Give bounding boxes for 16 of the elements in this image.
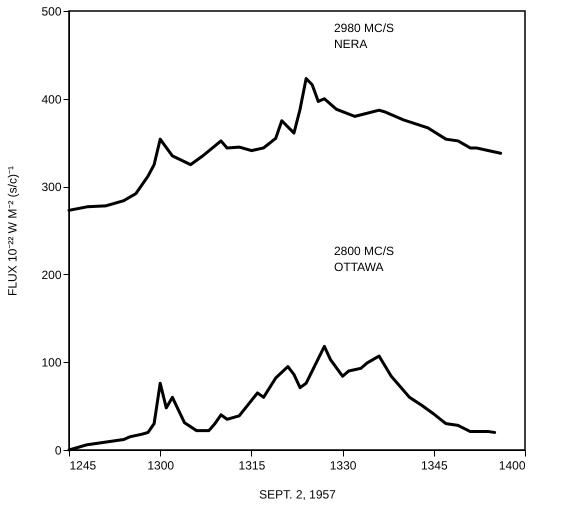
x-tick-label: 1245 [70,458,97,472]
x-tick-label: 1400 [498,458,526,472]
y-tick-label: 300 [41,180,62,194]
y-tick-label: 400 [41,92,62,106]
x-tick-label: 1345 [420,458,448,472]
y-tick-label: 200 [41,268,62,282]
y-tick-label: 0 [54,444,62,458]
x-tick-label: 1315 [238,458,266,472]
annotation: 2980 MC/S NERA [334,21,394,51]
y-tick-label: 500 [41,4,62,18]
x-tick-label: 1330 [330,458,357,472]
y-axis-title: FLUX 10⁻²² W M⁻² (s/c)⁻¹ [5,166,20,296]
x-axis-title: SEPT. 2, 1957 [259,488,336,502]
annotation: 2800 MC/S OTTAWA [334,244,394,274]
x-tick-label: 1300 [147,458,174,472]
y-tick-label: 100 [41,356,62,370]
